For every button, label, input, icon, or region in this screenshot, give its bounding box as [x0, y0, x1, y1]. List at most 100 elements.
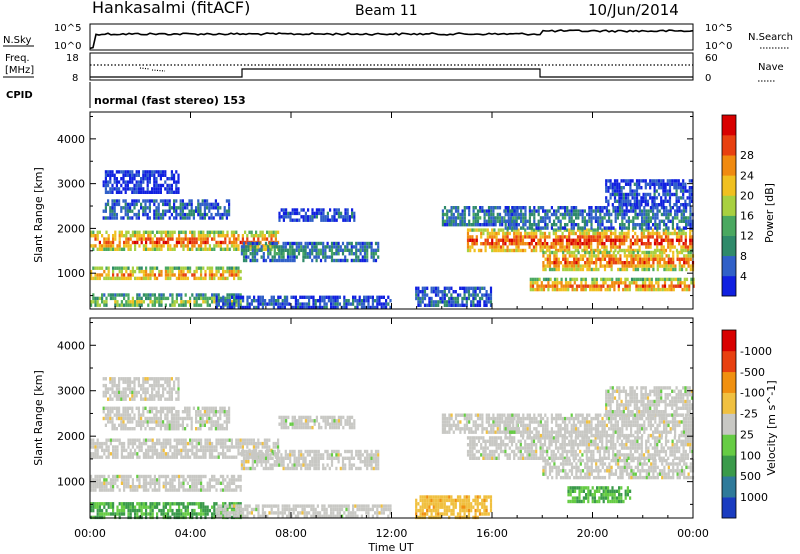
heatmap-cell: [184, 452, 187, 456]
heatmap-cell: [206, 508, 209, 513]
heatmap-cell: [647, 245, 650, 249]
heatmap-cell: [129, 216, 132, 220]
heatmap-cell: [142, 293, 145, 297]
heatmap-cell: [635, 179, 639, 183]
heatmap-cell: [233, 508, 236, 513]
heatmap-cell: [168, 406, 171, 410]
heatmap-cell: [363, 252, 367, 256]
heatmap-cell: [208, 420, 211, 424]
heatmap-cell: [219, 296, 222, 301]
heatmap-cell: [612, 206, 615, 210]
heatmap-cell: [485, 296, 488, 301]
heatmap-cell: [497, 231, 500, 236]
heatmap-cell: [281, 299, 284, 303]
heatmap-cell: [640, 186, 643, 190]
heatmap-cell: [145, 266, 148, 270]
heatmap-cell: [94, 266, 97, 270]
heatmap-cell: [649, 186, 652, 190]
heatmap-cell: [606, 261, 609, 265]
heatmap-cell: [443, 219, 447, 223]
heatmap-cell: [166, 199, 169, 203]
heatmap-cell: [186, 216, 189, 220]
heatmap-cell: [684, 245, 687, 249]
heatmap-cell: [355, 258, 358, 263]
heatmap-cell: [497, 248, 500, 253]
heatmap-cell: [136, 512, 139, 516]
heatmap-cell: [142, 199, 145, 203]
heatmap-cell: [592, 248, 595, 253]
heatmap-cell: [524, 242, 527, 246]
heatmap-cell: [263, 244, 266, 248]
heatmap-cell: [118, 170, 121, 174]
heatmap-cell: [507, 216, 510, 220]
heatmap-cell: [286, 302, 289, 306]
heatmap-cell: [559, 228, 562, 232]
heatmap-cell: [597, 209, 600, 213]
heatmap-cell: [448, 296, 451, 301]
heatmap-cell: [158, 478, 161, 482]
heatmap-cell: [228, 485, 231, 489]
heatmap-cell: [124, 206, 127, 210]
heatmap-cell: [566, 267, 569, 272]
heatmap-cell: [153, 416, 156, 421]
heatmap-cell: [595, 287, 598, 292]
heatmap-cell: [245, 248, 248, 252]
heatmap-cell: [153, 445, 156, 449]
heatmap-cell: [605, 248, 608, 253]
heatmap-cell: [563, 248, 566, 253]
heatmap-cell: [145, 515, 148, 520]
heatmap-cell: [98, 485, 101, 489]
heatmap-cell: [687, 254, 690, 258]
heatmap-cell: [575, 277, 579, 282]
heatmap-cell: [200, 438, 203, 442]
heatmap-cell: [126, 209, 129, 213]
heatmap-cell: [189, 488, 192, 492]
heatmap-cell: [96, 512, 99, 516]
heatmap-cell: [212, 410, 215, 414]
heatmap-cell: [471, 242, 474, 246]
heatmap-cell: [94, 481, 97, 485]
heatmap-cell: [167, 237, 170, 241]
heatmap-cell: [129, 488, 132, 492]
heatmap-cell: [344, 245, 347, 249]
heatmap-cell: [96, 478, 99, 482]
heatmap-cell: [123, 488, 126, 492]
heatmap-cell: [219, 441, 222, 446]
heatmap-cell: [211, 505, 214, 509]
heatmap-cell: [204, 515, 207, 520]
heatmap-cell: [610, 226, 613, 230]
heatmap-cell: [531, 212, 534, 217]
heatmap-cell: [90, 452, 93, 456]
heatmap-cell: [678, 238, 681, 242]
heatmap-cell: [211, 441, 214, 446]
heatmap-cell: [156, 296, 159, 301]
heatmap-cell: [173, 190, 176, 194]
heatmap-cell: [658, 264, 662, 268]
heatmap-cell: [640, 231, 643, 236]
heatmap-cell: [468, 223, 471, 227]
heatmap-cell: [653, 189, 656, 193]
heatmap-cell: [682, 186, 685, 190]
heatmap-cell: [472, 296, 475, 301]
heatmap-cell: [605, 206, 608, 210]
heatmap-cell: [217, 293, 220, 297]
heatmap-cell: [149, 505, 152, 509]
heatmap-cell: [211, 266, 214, 270]
heatmap-cell: [294, 295, 297, 299]
heatmap-cell: [142, 474, 145, 479]
heatmap-cell: [156, 512, 159, 516]
heatmap-cell: [158, 303, 161, 307]
heatmap-cell: [612, 261, 615, 265]
heatmap-cell: [680, 264, 684, 268]
heatmap-cell: [437, 293, 440, 297]
heatmap-cell: [450, 206, 453, 210]
heatmap-cell: [441, 300, 444, 304]
heatmap-cell: [568, 264, 571, 268]
heatmap-cell: [278, 258, 281, 263]
heatmap-cell: [140, 474, 143, 479]
heatmap-cell: [214, 206, 217, 210]
heatmap-cell: [153, 199, 156, 203]
heatmap-cell: [471, 228, 474, 232]
heatmap-cell: [315, 245, 318, 249]
heatmap-cell: [242, 252, 246, 256]
